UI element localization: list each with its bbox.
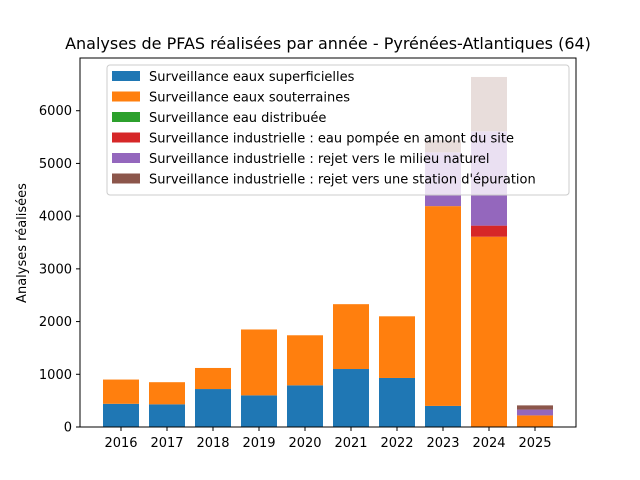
y-tick-label-4000: 4000 [39,210,72,225]
bar-2019-series-1 [241,329,277,396]
legend-label-5: Surveillance industrielle : rejet vers u… [149,173,536,188]
legend-swatch-5 [112,173,140,184]
bar-2025-series-5 [517,405,553,410]
bar-2018-series-1 [195,367,231,390]
x-tick-label-2022: 2022 [380,436,413,451]
legend-label-3: Surveillance industrielle : eau pompée e… [149,132,514,147]
x-tick-label-2016: 2016 [104,436,137,451]
bar-2022-series-1 [379,316,415,378]
bar-2020-series-0 [287,385,323,427]
x-tick-label-2025: 2025 [518,436,551,451]
x-tick-label-2024: 2024 [472,436,505,451]
x-tick-label-2021: 2021 [334,436,367,451]
legend-swatch-3 [112,132,140,143]
bar-2024-series-3 [471,225,507,237]
bar-2024-series-1 [471,236,507,427]
x-tick-label-2017: 2017 [150,436,183,451]
x-tick-label-2019: 2019 [242,436,275,451]
y-tick-label-1000: 1000 [39,368,72,383]
bar-2021-series-0 [333,369,369,427]
y-axis: 0 1000 2000 3000 4000 5000 6000 [39,104,80,436]
y-tick-label-3000: 3000 [39,262,72,277]
bar-2023-series-1 [425,206,461,406]
bar-2016-series-1 [103,379,139,404]
legend-label-4: Surveillance industrielle : rejet vers l… [149,152,490,167]
y-tick-label-5000: 5000 [39,157,72,172]
legend-swatch-0 [112,71,140,81]
plot-frame [79,57,577,428]
legend-swatch-2 [112,112,140,122]
y-tick-label-2000: 2000 [39,315,72,330]
x-tick-label-2020: 2020 [288,436,321,451]
legend-swatch-4 [112,153,140,163]
bar-2016-series-0 [103,403,139,427]
bar-2017-series-0 [149,404,185,427]
legend-swatch-1 [112,91,140,102]
bar-2020-series-1 [287,335,323,386]
x-axis: 2016 2017 2018 2019 2020 2021 2022 2023 2024 2025 [104,427,552,451]
bar-2018-series-0 [195,389,231,427]
y-tick-label-0: 0 [64,421,72,436]
legend-label-2: Surveillance eau distribuée [149,111,326,126]
bar-2023-series-0 [425,405,461,427]
bar-2022-series-0 [379,377,415,427]
y-tick-label-6000: 6000 [39,104,72,119]
bar-2017-series-1 [149,382,185,405]
chart-title: Analyses de PFAS réalisées par année - P… [65,34,591,53]
y-axis-label: Analyses réalisées [15,183,30,303]
legend: Surveillance eaux superficielles Surveill… [106,64,570,196]
legend-box [106,64,570,196]
bar-2025-series-4 [517,409,553,416]
legend-label-0: Surveillance eaux superficielles [149,70,355,85]
bar-2025-series-1 [517,415,553,427]
x-tick-label-2018: 2018 [196,436,229,451]
bar-2021-series-1 [333,304,369,370]
legend-label-1: Surveillance eaux souterraines [149,91,350,106]
x-tick-label-2023: 2023 [426,436,459,451]
bar-2019-series-0 [241,395,277,427]
